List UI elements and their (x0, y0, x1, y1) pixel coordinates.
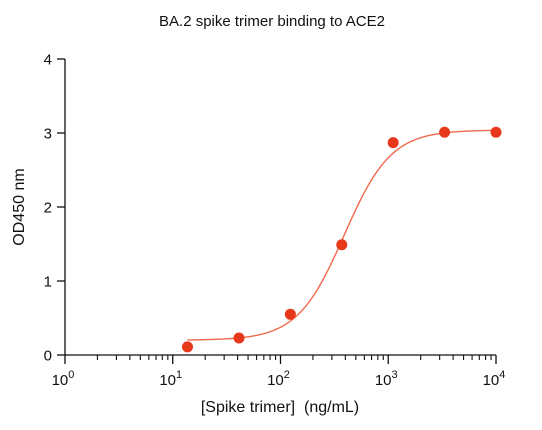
data-point (284, 308, 296, 320)
x-ticks: 100 101 102 103 104 (52, 355, 506, 389)
data-point (233, 332, 245, 344)
y-tick-label: 3 (44, 126, 52, 143)
data-points (181, 126, 502, 353)
x-axis-title: [Spike trimer] (ng/mL) (201, 399, 359, 416)
data-point (336, 239, 348, 251)
axes (64, 59, 496, 356)
data-point (439, 126, 451, 138)
data-point (181, 341, 193, 353)
data-point (387, 137, 399, 149)
x-tick-label: 101 (159, 369, 182, 389)
y-ticks: 0 1 2 3 4 (44, 52, 65, 365)
x-tick-label: 100 (52, 369, 75, 389)
data-point (490, 126, 502, 138)
y-tick-label: 0 (44, 348, 52, 365)
chart-title: BA.2 spike trimer binding to ACE2 (159, 13, 385, 30)
x-tick-label: 102 (267, 369, 290, 389)
y-tick-label: 4 (44, 52, 52, 69)
y-axis-title: OD450 nm (11, 168, 28, 245)
y-tick-label: 2 (44, 200, 52, 217)
fit-curve (187, 129, 497, 341)
y-tick-label: 1 (44, 274, 52, 291)
x-tick-label: 104 (483, 369, 506, 389)
x-tick-label: 103 (375, 369, 398, 389)
